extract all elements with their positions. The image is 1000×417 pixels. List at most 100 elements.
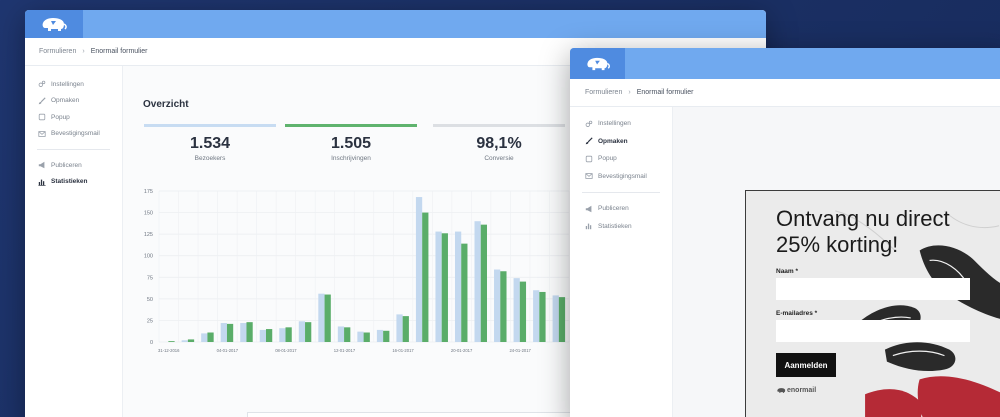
chart-bar <box>363 332 370 342</box>
sidebar-item-instellingen[interactable]: Instellingen <box>570 115 672 133</box>
popup-title: Ontvang nu direct 25% korting! <box>776 206 986 258</box>
sidebar-item-label: Publiceren <box>51 161 82 169</box>
popup-title-line: Ontvang nu direct <box>776 206 950 231</box>
chart-bar <box>441 233 448 342</box>
bar-chart-icon <box>38 179 46 186</box>
gears-icon <box>38 80 46 88</box>
stat-label: Bezoekers <box>194 155 226 162</box>
stat-label: Conversie <box>484 155 514 162</box>
chart-bar <box>357 331 364 342</box>
chart-bar <box>422 212 429 342</box>
stat-label: Inschrijvingen <box>331 155 371 162</box>
chart-bar <box>246 322 253 342</box>
statistics-chart: 0 25 50 75 100 125 150 175 31-12-2016 04-01-2017 0… <box>137 181 582 361</box>
stat-value: 1.534 <box>189 135 231 152</box>
y-tick-label: 25 <box>147 318 153 324</box>
chart-bar <box>539 291 546 342</box>
chart-bar <box>558 297 566 342</box>
chart-bar <box>533 290 540 342</box>
mail-icon <box>585 173 593 180</box>
y-tick-label: 50 <box>147 297 153 303</box>
sidebar-item-bevestigingsmail[interactable]: Bevestigingsmail <box>25 126 122 143</box>
chart-bar <box>376 329 384 342</box>
name-field[interactable] <box>776 278 970 300</box>
sidebar-item-label: Popup <box>51 113 70 121</box>
gears-icon <box>585 120 593 127</box>
mail-icon <box>38 130 46 137</box>
sidebar-item-label: Popup <box>598 155 617 163</box>
chart-bar <box>187 339 195 342</box>
elephant-icon <box>777 388 786 393</box>
y-tick-label: 100 <box>144 254 153 260</box>
sidebar-item-bevestigingsmail[interactable]: Bevestigingsmail <box>570 168 672 186</box>
sidebar-item-publiceren[interactable]: Publiceren <box>570 200 672 218</box>
chart-bar <box>220 323 227 342</box>
sidebar-item-label: Publiceren <box>598 205 629 213</box>
name-label: Naam * <box>776 268 799 275</box>
elephant-logo-icon <box>42 17 67 31</box>
chart-bar <box>500 271 507 342</box>
chart-bar <box>240 323 247 342</box>
stat-value: 98,1% <box>476 135 522 152</box>
breadcrumb: Formulieren › Enormail formulier <box>25 38 766 66</box>
chart-bar <box>265 329 273 342</box>
sidebar-item-popup[interactable]: Popup <box>570 150 672 168</box>
bar-chart: 0 25 50 75 100 125 150 175 31-12-2016 04-01-2017 0… <box>144 189 582 353</box>
sidebar-item-label: Statistieken <box>51 178 88 186</box>
top-bar <box>570 48 1000 79</box>
chart-bar <box>494 269 501 342</box>
sidebar-item-popup[interactable]: Popup <box>25 109 122 126</box>
stat-color-bar <box>433 124 565 127</box>
top-bar <box>25 10 766 38</box>
x-tick-label: 04-01-2017 <box>217 348 239 353</box>
sidebar-item-opmaken[interactable]: Opmaken <box>570 133 672 151</box>
sneakers-background-image <box>746 191 1000 417</box>
chart-bar <box>305 322 312 342</box>
breadcrumb-parent[interactable]: Formulieren <box>39 48 77 55</box>
chart-bar <box>519 281 527 342</box>
sidebar: Instellingen Opmaken Popup Bevestigingsm… <box>570 107 673 417</box>
bar-chart-icon <box>585 223 592 230</box>
x-tick-label: 31-12-2016 <box>158 348 180 353</box>
popup-icon <box>585 155 593 162</box>
chart-bar <box>480 224 487 342</box>
megaphone-icon <box>585 205 592 212</box>
y-tick-label: 0 <box>150 340 153 346</box>
chart-bar <box>383 330 390 342</box>
y-tick-label: 150 <box>144 211 153 217</box>
logo[interactable] <box>25 10 83 38</box>
sidebar: Instellingen Opmaken Popup Bevestigingsm… <box>25 66 123 417</box>
chart-bar <box>226 323 234 342</box>
chart-bar <box>259 329 266 342</box>
chart-bar <box>344 327 351 342</box>
email-field[interactable] <box>776 320 970 342</box>
chart-bar <box>318 293 325 342</box>
breadcrumb-parent[interactable]: Formulieren <box>585 89 623 96</box>
sidebar-item-publiceren[interactable]: Publiceren <box>25 157 122 174</box>
chart-bar <box>396 314 403 342</box>
x-tick-label: 16-01-2017 <box>392 348 414 353</box>
chart-bar <box>337 326 345 342</box>
chart-bar <box>461 243 468 342</box>
stat-color-bar <box>285 124 417 127</box>
sidebar-item-opmaken[interactable]: Opmaken <box>25 93 122 110</box>
y-tick-label: 75 <box>147 275 153 281</box>
breadcrumb-current: Enormail formulier <box>90 48 148 55</box>
sidebar-item-label: Bevestigingsmail <box>51 130 100 138</box>
logo[interactable] <box>570 48 625 79</box>
x-tick-label: 24-01-2017 <box>509 348 531 353</box>
x-tick-label: 12-01-2017 <box>334 348 356 353</box>
sidebar-item-statistieken[interactable]: Statistieken <box>570 218 672 236</box>
chart-bar <box>181 340 188 342</box>
chart-bar <box>298 321 306 342</box>
sidebar-item-label: Bevestigingsmail <box>598 172 647 180</box>
breadcrumb-separator: › <box>628 89 631 96</box>
submit-button[interactable]: Aanmelden <box>776 353 836 377</box>
bottom-card <box>247 412 619 417</box>
sidebar-item-statistieken[interactable]: Statistieken <box>25 174 122 191</box>
stat-color-bar <box>144 124 276 127</box>
sidebar-item-instellingen[interactable]: Instellingen <box>25 76 122 93</box>
elephant-logo-icon <box>586 57 610 70</box>
sidebar-divider <box>582 192 660 193</box>
x-tick-label: 20-01-2017 <box>451 348 473 353</box>
